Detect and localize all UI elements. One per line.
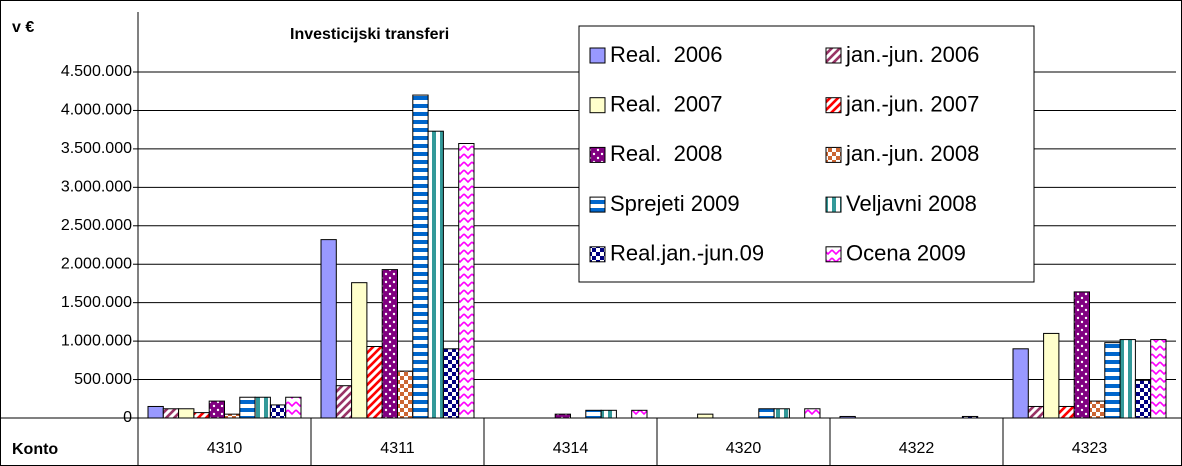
legend-label: jan.-jun. 2008 — [845, 141, 979, 166]
y-tick-label: 1.000.000 — [61, 332, 132, 349]
legend-label: Ocena 2009 — [846, 241, 966, 266]
y-tick-label: 3.500.000 — [61, 140, 132, 157]
bar — [208, 400, 225, 419]
bar — [285, 396, 302, 419]
bar — [269, 404, 287, 419]
bar — [239, 396, 256, 419]
x-tick-label: 4320 — [726, 440, 762, 457]
bar — [1134, 379, 1152, 419]
bar — [381, 269, 399, 419]
bar — [758, 408, 775, 419]
bar — [335, 385, 353, 419]
bar — [1119, 339, 1136, 419]
bar — [1027, 405, 1045, 419]
y-tick-label: 2.000.000 — [61, 255, 132, 272]
legend-label: Real. 2007 — [610, 92, 723, 117]
y-tick-label: 500.000 — [74, 371, 132, 388]
x-tick-label: 4311 — [380, 440, 415, 457]
legend: Real. 2006 jan.-jun. 2006 Real. 2007 jan.-j… — [578, 25, 1035, 283]
bar — [1104, 342, 1121, 419]
legend-label: Sprejeti 2009 — [610, 191, 740, 216]
bar — [193, 412, 210, 419]
bar — [961, 415, 979, 419]
x-tick-label: 4310 — [207, 440, 243, 457]
legend-swatch — [825, 97, 842, 114]
legend-swatch — [589, 196, 606, 213]
chart-title: Investicijski transferi — [290, 26, 449, 43]
bar — [631, 409, 648, 419]
bar — [442, 348, 460, 419]
bar — [351, 282, 368, 419]
bar — [773, 408, 790, 419]
bar — [1073, 291, 1090, 419]
bar — [162, 408, 180, 419]
bar — [1150, 339, 1167, 419]
y-tick-label: 4.000.000 — [61, 102, 132, 119]
legend-swatch — [589, 246, 606, 263]
bar — [1058, 405, 1075, 419]
bar — [320, 239, 337, 419]
legend-swatch — [825, 246, 842, 263]
y-tick-label: 4.500.000 — [61, 63, 132, 80]
bar — [254, 396, 271, 419]
bar — [427, 130, 444, 419]
bar — [458, 143, 475, 419]
bar — [412, 94, 429, 419]
bar — [1012, 348, 1029, 419]
y-tick-label: 1.500.000 — [61, 294, 132, 311]
x-tick-label: 4314 — [553, 440, 589, 457]
x-tick-label: 4322 — [899, 440, 935, 457]
bar — [804, 408, 821, 419]
bar — [585, 409, 602, 419]
legend-swatch — [825, 196, 842, 213]
bar — [178, 408, 195, 419]
legend-swatch — [589, 47, 606, 64]
bar — [600, 409, 617, 419]
bar — [366, 345, 383, 419]
x-tick-label: 4323 — [1072, 440, 1108, 457]
y-tick-label: 3.000.000 — [61, 179, 132, 196]
bar — [224, 413, 241, 419]
legend-swatch — [589, 97, 606, 114]
y-unit: v € — [12, 19, 34, 36]
legend-label: Veljavni 2008 — [846, 191, 977, 216]
legend-box — [578, 25, 1035, 283]
bar — [697, 413, 714, 419]
legend-label: Real.jan.-jun.09 — [610, 241, 764, 266]
bar — [1043, 332, 1060, 419]
legend-swatch — [589, 146, 606, 163]
legend-label: Real. 2006 — [610, 42, 723, 67]
legend-swatch — [825, 146, 842, 163]
bar — [397, 370, 414, 419]
legend-swatch — [825, 47, 842, 64]
legend-label: jan.-jun. 2006 — [845, 42, 979, 67]
bar — [839, 415, 856, 419]
bar — [1089, 400, 1106, 419]
legend-label: Real. 2008 — [610, 141, 723, 166]
bar — [147, 405, 164, 419]
x-axis-label: Konto — [12, 441, 58, 458]
legend-label: jan.-jun. 2007 — [845, 92, 979, 117]
bar — [554, 413, 572, 419]
y-tick-label: 2.500.000 — [61, 217, 132, 234]
